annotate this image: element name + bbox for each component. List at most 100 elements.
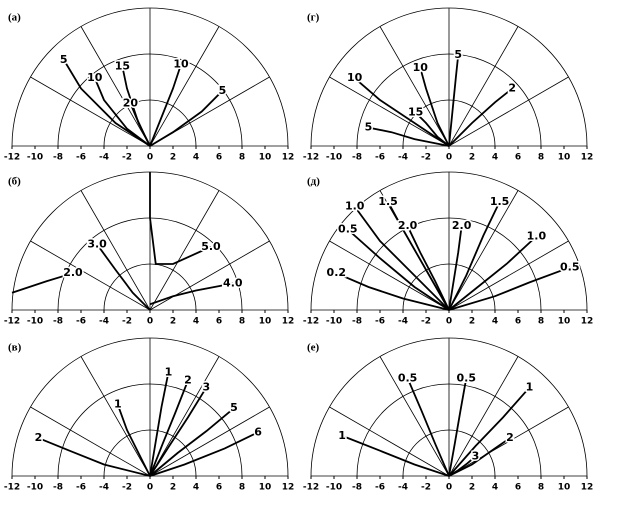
contour-line [448, 455, 477, 477]
contour-label: 10 [347, 71, 363, 84]
grid-spoke [149, 356, 220, 477]
x-tick-label: -2 [122, 483, 132, 493]
contour-label: 5 [60, 53, 68, 66]
x-tick-label: -6 [375, 317, 385, 327]
x-tick-label: 6 [216, 317, 222, 327]
contour-label: 5 [454, 48, 462, 61]
contour-label: 2.0 [452, 219, 472, 232]
x-tick-label: 0 [147, 317, 153, 327]
grid-spoke [80, 26, 151, 147]
contour-line [448, 437, 511, 477]
contour-line [448, 386, 531, 477]
x-tick-label: 0 [147, 153, 153, 163]
x-tick-label: -12 [4, 317, 20, 327]
x-tick-label: -12 [4, 483, 20, 493]
x-tick-label: -4 [398, 483, 408, 493]
contour-label: 2.0 [63, 266, 83, 279]
contour-label: 5.0 [201, 240, 221, 253]
grid-spoke [448, 190, 519, 311]
x-tick-label: 6 [515, 317, 521, 327]
contour-line [116, 404, 151, 477]
x-tick-label: 12 [581, 153, 594, 163]
grid-spoke [30, 76, 151, 147]
contour-line [448, 235, 538, 311]
contour-label: 0.5 [398, 371, 418, 384]
x-tick-label: 12 [282, 153, 295, 163]
contour-label: 10 [87, 71, 103, 84]
contour-label: 1 [165, 366, 173, 379]
x-tick-label: 2 [469, 483, 475, 493]
x-tick-label: 8 [538, 317, 544, 327]
x-tick-label: 10 [558, 153, 571, 163]
contour-line [129, 103, 151, 147]
grid-spoke [80, 356, 151, 477]
contour-label: 15 [408, 106, 423, 119]
contour-label: 3 [472, 449, 480, 462]
x-tick-label: -6 [375, 483, 385, 493]
contour-line [149, 64, 182, 147]
contour-line [93, 77, 151, 147]
x-tick-label: 4 [492, 153, 498, 163]
x-tick-label: 8 [239, 153, 245, 163]
contour-label: 10 [413, 61, 429, 74]
x-tick-label: -8 [352, 483, 362, 493]
x-tick-label: -4 [99, 483, 109, 493]
contour-label: 1 [114, 398, 122, 411]
x-tick-label: -4 [99, 153, 109, 163]
contour-label: 4.0 [223, 277, 243, 290]
x-tick-label: -6 [76, 317, 86, 327]
x-tick-label: 4 [193, 317, 199, 327]
contour-line [96, 243, 151, 311]
contour-line [448, 225, 463, 311]
contour-line [406, 225, 450, 311]
x-tick-label: 6 [515, 153, 521, 163]
x-tick-label: -10 [326, 317, 342, 327]
contour-label: 5 [230, 401, 238, 414]
grid-spoke [379, 26, 450, 147]
contour-line [149, 172, 212, 265]
contour-label: 0.5 [338, 223, 358, 236]
grid-spoke [448, 240, 569, 311]
contour-line [354, 77, 450, 147]
x-tick-label: -2 [421, 317, 431, 327]
x-tick-label: -6 [76, 483, 86, 493]
contour-label: 10 [173, 57, 189, 70]
x-tick-label: 4 [492, 317, 498, 327]
x-tick-label: -10 [27, 153, 43, 163]
x-tick-label: -12 [303, 483, 319, 493]
x-tick-label: 10 [259, 483, 272, 493]
contour-line [149, 431, 259, 477]
x-tick-label: 8 [538, 483, 544, 493]
x-tick-label: -10 [326, 483, 342, 493]
x-tick-label: 10 [558, 483, 571, 493]
contour-label: 6 [254, 425, 262, 438]
contour-line [406, 377, 450, 477]
contour-line [149, 380, 189, 477]
x-tick-label: -12 [4, 153, 20, 163]
grid-spoke [448, 356, 519, 477]
contour-line [448, 378, 468, 477]
x-tick-label: -8 [53, 153, 63, 163]
panel-label: (а) [8, 12, 21, 24]
contour-line [448, 201, 501, 311]
x-tick-label: 2 [170, 153, 176, 163]
grid-spoke [30, 240, 151, 311]
contour-label: 2 [506, 431, 514, 444]
grid-spoke [329, 76, 450, 147]
contour-line [353, 205, 450, 311]
contour-line [347, 228, 450, 311]
x-tick-label: 12 [581, 483, 594, 493]
x-tick-label: 0 [446, 317, 452, 327]
contour-label: 3.0 [87, 237, 107, 250]
contour-label: 3 [203, 380, 211, 393]
x-tick-label: -4 [398, 153, 408, 163]
contour-line [149, 372, 170, 477]
x-tick-label: 8 [239, 317, 245, 327]
x-tick-label: -6 [375, 153, 385, 163]
x-tick-label: -4 [398, 317, 408, 327]
grid-spoke [329, 240, 450, 311]
grid-spoke [329, 406, 450, 477]
x-tick-label: 6 [515, 483, 521, 493]
contour-line [62, 59, 151, 147]
